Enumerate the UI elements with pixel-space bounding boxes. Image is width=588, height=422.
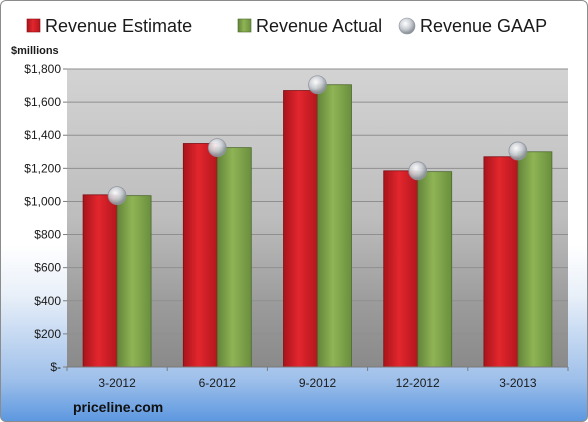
y-tick-label: $1,600 [24, 95, 61, 109]
gaap-marker [207, 138, 227, 158]
y-axis-unit-label: $millions [11, 45, 59, 57]
x-tick-label: 3-2013 [499, 376, 537, 390]
gaap-marker [408, 161, 428, 181]
legend-marker-gaap [398, 17, 416, 35]
y-tick-label: $600 [34, 261, 61, 275]
legend-item-actual: Revenue Actual [237, 16, 382, 36]
legend-label-estimate: Revenue Estimate [45, 16, 192, 36]
y-tick-label: $400 [34, 294, 61, 308]
brand-logo-text: priceline.com [73, 399, 163, 415]
legend-label-actual: Revenue Actual [256, 16, 382, 36]
bars [82, 84, 553, 368]
gaap-marker [107, 186, 127, 206]
y-tick-label: $200 [34, 327, 61, 341]
bar-estimate [182, 143, 218, 368]
x-tick-label: 9-2012 [299, 376, 337, 390]
bar-estimate [483, 156, 519, 368]
bar-estimate [82, 194, 118, 368]
gaap-marker [308, 75, 327, 95]
y-tick-label: $800 [34, 228, 61, 242]
bar-estimate [383, 170, 419, 368]
legend-label-gaap: Revenue GAAP [420, 16, 547, 36]
bar-actual [317, 84, 352, 368]
bar-estimate [283, 90, 318, 368]
gaap-marker [508, 141, 528, 161]
legend-item-gaap: Revenue GAAP [398, 16, 547, 36]
y-tick-label: $1,400 [24, 128, 61, 142]
legend-swatch-actual [237, 18, 252, 33]
x-axis-ticks: 3-2012 6-2012 9-2012 12-2012 3-2013 [66, 367, 569, 390]
y-tick-label: $1,000 [24, 194, 61, 208]
y-tick-label: $- [50, 360, 61, 374]
x-tick-label: 12-2012 [396, 376, 440, 390]
y-axis-ticks: $- $200 $400 $600 $800 $1,000 $1,200 $1,400 $1,6… [24, 62, 67, 374]
y-tick-label: $1,200 [24, 161, 61, 175]
bar-actual [517, 151, 553, 368]
bar-actual [417, 171, 453, 368]
bar-actual [216, 147, 252, 368]
legend: Revenue Estimate Revenue Actual Revenue … [26, 16, 547, 36]
gaap-markers [107, 75, 528, 206]
bar-actual [116, 195, 152, 368]
legend-swatch-estimate [26, 18, 41, 33]
y-tick-label: $1,800 [24, 62, 61, 76]
legend-item-estimate: Revenue Estimate [26, 16, 192, 36]
x-tick-label: 3-2012 [98, 376, 136, 390]
x-tick-label: 6-2012 [199, 376, 237, 390]
